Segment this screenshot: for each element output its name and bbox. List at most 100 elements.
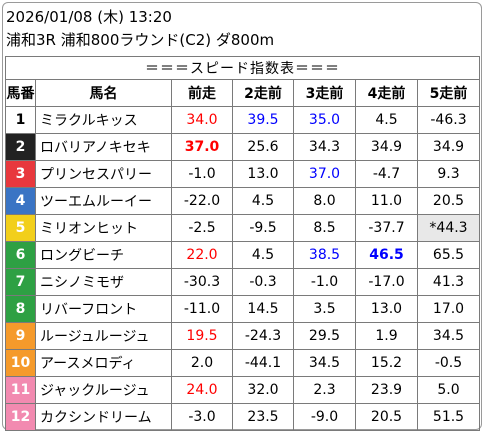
horse-number: 8: [5, 295, 36, 323]
speed-index-value: -37.7: [355, 214, 418, 242]
speed-index-value: 38.5: [293, 241, 356, 269]
horse-number: 5: [5, 214, 36, 242]
table-row: 3 プリンセスパリー -1.0 13.0 37.0 -4.7 9.3: [5, 160, 480, 188]
speed-index-value: 24.0: [171, 376, 233, 404]
speed-index-value: -24.3: [232, 322, 294, 350]
speed-index-value: 20.5: [355, 403, 418, 431]
header-row: 馬番 馬名 前走 2走前 3走前 4走前 5走前: [5, 79, 480, 107]
table-row: 11 ジャックルージュ 24.0 32.0 2.3 23.9 5.0: [5, 376, 480, 404]
horse-number: 1: [5, 106, 36, 134]
speed-index-value: -1.0: [171, 160, 233, 188]
speed-index-value: 8.5: [293, 214, 356, 242]
col-header-5-races-ago: 5走前: [417, 79, 480, 107]
speed-index-value: 4.5: [355, 106, 418, 134]
horse-name: アースメロディ: [35, 349, 172, 377]
speed-index-value: 51.5: [417, 403, 480, 431]
speed-index-value: -9.0: [293, 403, 356, 431]
table-row: 10 アースメロディ 2.0 -44.1 34.5 15.2 -0.5: [5, 349, 480, 377]
speed-index-value: -46.3: [417, 106, 480, 134]
speed-index-value: 2.0: [171, 349, 233, 377]
horse-name: ロバリアノキセキ: [35, 133, 172, 161]
speed-index-value: 46.5: [355, 241, 418, 269]
table-row: 4 ツーエムルーイー -22.0 4.5 8.0 11.0 20.5: [5, 187, 480, 215]
speed-index-value: -30.3: [171, 268, 233, 296]
speed-index-value: -9.5: [232, 214, 294, 242]
horse-number: 6: [5, 241, 36, 269]
speed-index-value: 34.9: [355, 133, 418, 161]
horse-number: 12: [5, 403, 36, 431]
speed-index-value: 17.0: [417, 295, 480, 323]
speed-index-value: 22.0: [171, 241, 233, 269]
col-header-number: 馬番: [5, 79, 36, 107]
speed-index-value: 13.0: [232, 160, 294, 188]
speed-index-value: 34.0: [171, 106, 233, 134]
table-row: 12 カクシンドリーム -3.0 23.5 -9.0 20.5 51.5: [5, 403, 480, 431]
speed-index-value: 29.5: [293, 322, 356, 350]
horse-name: ミラクルキッス: [35, 106, 172, 134]
speed-index-value: 23.5: [232, 403, 294, 431]
horse-number: 10: [5, 349, 36, 377]
speed-index-value: 8.0: [293, 187, 356, 215]
speed-index-value: 23.9: [355, 376, 418, 404]
col-header-name: 馬名: [35, 79, 172, 107]
speed-index-value: 37.0: [171, 133, 233, 161]
horse-name: ツーエムルーイー: [35, 187, 172, 215]
table-row: 1 ミラクルキッス 34.0 39.5 35.0 4.5 -46.3: [5, 106, 480, 134]
speed-index-value: -3.0: [171, 403, 233, 431]
horse-number: 7: [5, 268, 36, 296]
speed-index-value: 9.3: [417, 160, 480, 188]
speed-index-value: 3.5: [293, 295, 356, 323]
speed-index-value: 5.0: [417, 376, 480, 404]
speed-index-value: 41.3: [417, 268, 480, 296]
horse-number: 3: [5, 160, 36, 188]
speed-index-value: 34.5: [417, 322, 480, 350]
horse-name: ニシノミモザ: [35, 268, 172, 296]
speed-index-value: 11.0: [355, 187, 418, 215]
speed-index-value: 39.5: [232, 106, 294, 134]
speed-index-value: -44.1: [232, 349, 294, 377]
horse-name: カクシンドリーム: [35, 403, 172, 431]
table-row: 2 ロバリアノキセキ 37.0 25.6 34.3 34.9 34.9: [5, 133, 480, 161]
col-header-3-races-ago: 3走前: [293, 79, 356, 107]
horse-number: 4: [5, 187, 36, 215]
horse-name: ミリオンヒット: [35, 214, 172, 242]
speed-index-value: -2.5: [171, 214, 233, 242]
speed-index-value: 32.0: [232, 376, 294, 404]
speed-index-value: 34.3: [293, 133, 356, 161]
col-header-last-race: 前走: [171, 79, 233, 107]
speed-index-value: 65.5: [417, 241, 480, 269]
date-line: 2026/01/08 (木) 13:20: [6, 8, 172, 26]
speed-index-table: ＝＝＝スピード指数表＝＝＝ 馬番 馬名 前走 2走前 3走前 4走前 5走前 1…: [5, 56, 480, 431]
speed-index-value: -22.0: [171, 187, 233, 215]
table-row: 6 ロングビーチ 22.0 4.5 38.5 46.5 65.5: [5, 241, 480, 269]
speed-index-value: 34.9: [417, 133, 480, 161]
col-header-2-races-ago: 2走前: [232, 79, 294, 107]
speed-index-value: -1.0: [293, 268, 356, 296]
speed-index-value: 19.5: [171, 322, 233, 350]
speed-index-value: 4.5: [232, 241, 294, 269]
speed-index-value: 1.9: [355, 322, 418, 350]
horse-name: リバーフロント: [35, 295, 172, 323]
table-row: 5 ミリオンヒット -2.5 -9.5 8.5 -37.7 *44.3: [5, 214, 480, 242]
horse-name: ルージュルージュ: [35, 322, 172, 350]
speed-index-value: 15.2: [355, 349, 418, 377]
speed-index-value: 2.3: [293, 376, 356, 404]
speed-index-value: 34.5: [293, 349, 356, 377]
speed-index-value: *44.3: [417, 214, 480, 242]
horse-name: プリンセスパリー: [35, 160, 172, 188]
speed-index-value: 4.5: [232, 187, 294, 215]
table-row: 9 ルージュルージュ 19.5 -24.3 29.5 1.9 34.5: [5, 322, 480, 350]
speed-index-value: -0.3: [232, 268, 294, 296]
table-row: 8 リバーフロント -11.0 14.5 3.5 13.0 17.0: [5, 295, 480, 323]
speed-index-value: 13.0: [355, 295, 418, 323]
speed-index-value: 37.0: [293, 160, 356, 188]
speed-index-value: 14.5: [232, 295, 294, 323]
speed-index-value: -11.0: [171, 295, 233, 323]
horse-name: ジャックルージュ: [35, 376, 172, 404]
horse-number: 9: [5, 322, 36, 350]
horse-number: 2: [5, 133, 36, 161]
horse-name: ロングビーチ: [35, 241, 172, 269]
table-banner: ＝＝＝スピード指数表＝＝＝: [5, 56, 480, 80]
col-header-4-races-ago: 4走前: [355, 79, 418, 107]
speed-index-value: -17.0: [355, 268, 418, 296]
